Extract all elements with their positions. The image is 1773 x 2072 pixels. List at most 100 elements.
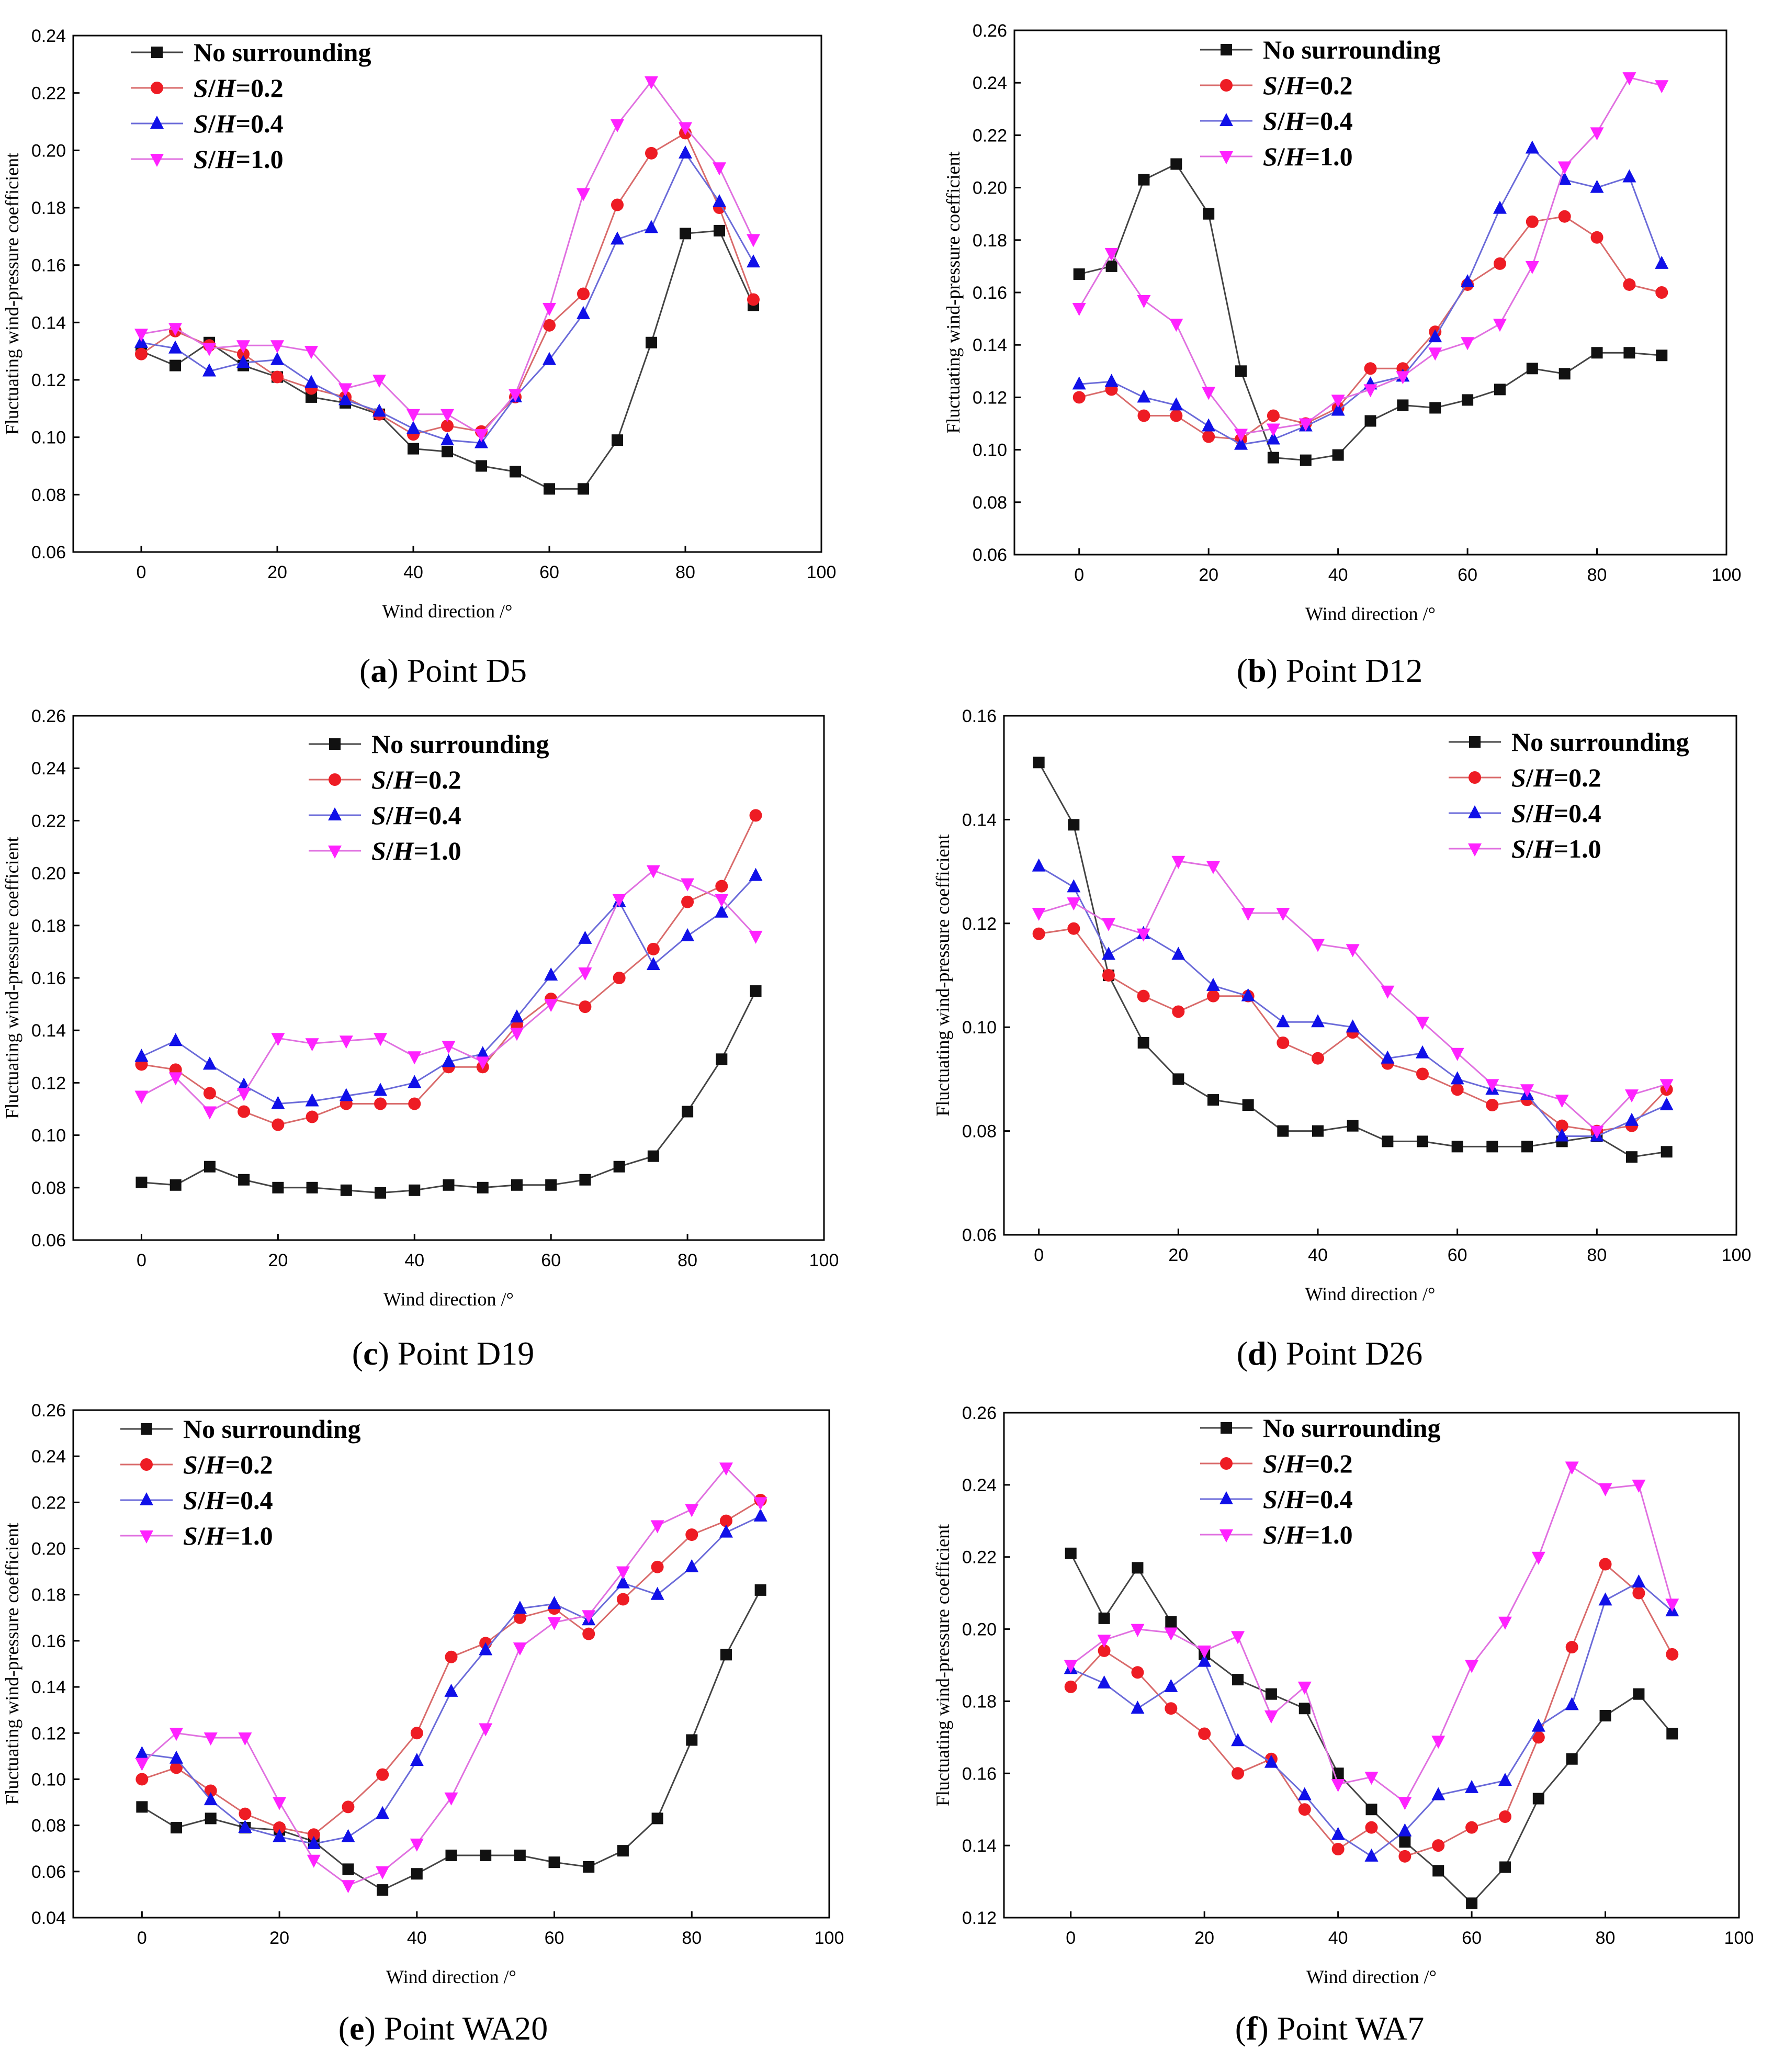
legend-marker <box>329 773 341 786</box>
data-point <box>1565 1641 1578 1654</box>
y-tick-label: 0.10 <box>31 428 66 448</box>
data-point <box>1555 1119 1568 1132</box>
data-point <box>1498 1810 1511 1823</box>
data-point <box>1493 319 1507 332</box>
legend-item-s-h-0-2: S/H=0.2 <box>1200 1449 1353 1478</box>
data-point <box>1555 1095 1569 1108</box>
data-point <box>168 1033 183 1046</box>
data-point <box>237 347 250 361</box>
legend-marker <box>150 154 164 167</box>
data-point <box>1625 1112 1639 1126</box>
data-point <box>547 1617 561 1630</box>
data-point <box>341 1880 355 1894</box>
y-tick-label: 0.10 <box>962 1018 997 1038</box>
series-s-h-0-2 <box>135 127 760 441</box>
data-point <box>645 147 658 160</box>
data-point <box>1397 399 1409 411</box>
data-point <box>747 293 760 306</box>
x-tick-label: 100 <box>1722 1245 1752 1265</box>
data-point <box>509 389 522 402</box>
data-point <box>409 1184 421 1196</box>
data-point <box>513 1642 527 1656</box>
series-s-h-0-2 <box>1064 1558 1679 1863</box>
data-point <box>202 363 216 377</box>
legend-label: S/H=0.2 <box>371 765 461 794</box>
data-point <box>1169 397 1183 411</box>
y-tick-label: 0.06 <box>962 1225 997 1245</box>
x-tick-label: 40 <box>1328 1928 1348 1948</box>
legend-marker <box>1221 44 1232 55</box>
legend-label: No surrounding <box>371 729 549 759</box>
data-point <box>1232 1674 1244 1686</box>
y-tick-label: 0.08 <box>973 493 1007 513</box>
data-point <box>1105 260 1117 272</box>
data-point <box>1264 1710 1278 1724</box>
x-axis-label: Wind direction /° <box>386 1966 516 1987</box>
data-point <box>372 375 386 388</box>
data-point <box>1241 907 1255 921</box>
data-point <box>1661 1146 1673 1158</box>
data-point <box>647 1150 659 1162</box>
x-tick-label: 40 <box>404 1251 424 1270</box>
data-point <box>305 1093 319 1107</box>
x-tick-label: 100 <box>1712 565 1742 585</box>
data-point <box>611 231 624 245</box>
data-point <box>1532 1793 1544 1805</box>
y-tick-label: 0.16 <box>31 256 66 276</box>
y-tick-label: 0.06 <box>31 543 66 562</box>
data-point <box>1137 295 1151 309</box>
y-tick-label: 0.10 <box>31 1770 66 1789</box>
data-point <box>441 409 454 422</box>
y-tick-label: 0.12 <box>962 914 997 934</box>
y-tick-label: 0.18 <box>31 198 66 218</box>
data-point <box>1622 169 1636 183</box>
legend-item-s-h-0-2: S/H=0.2 <box>120 1450 273 1479</box>
y-tick-label: 0.10 <box>31 1126 66 1146</box>
data-point <box>1531 1551 1545 1565</box>
data-point <box>170 1761 183 1774</box>
x-tick-label: 40 <box>407 1928 427 1948</box>
legend-label: S/H=1.0 <box>1263 1520 1353 1549</box>
data-point <box>307 1835 321 1849</box>
data-point <box>715 904 729 918</box>
x-axis-label: Wind direction /° <box>1305 603 1436 624</box>
data-point <box>1499 1861 1511 1873</box>
data-point <box>719 1462 733 1476</box>
legend-marker <box>1220 1457 1233 1470</box>
data-point <box>170 1750 184 1764</box>
data-point <box>1033 757 1045 769</box>
data-point <box>342 1800 355 1814</box>
data-point <box>339 1035 353 1049</box>
data-point <box>1198 1727 1211 1740</box>
legend-marker <box>150 116 164 129</box>
y-tick-label: 0.22 <box>962 1548 997 1568</box>
legend-item-s-h-0-2: S/H=0.2 <box>131 73 284 103</box>
data-point <box>444 1792 458 1806</box>
series-no-surrounding <box>135 224 759 495</box>
series-line-no-surrounding <box>141 1590 761 1891</box>
data-point <box>1364 415 1376 427</box>
data-point <box>1231 1631 1245 1645</box>
data-point <box>616 1566 630 1580</box>
data-point <box>168 1072 183 1086</box>
data-point <box>1198 1653 1212 1667</box>
series-line-s-h-0-2 <box>141 132 754 435</box>
data-point <box>374 1033 388 1046</box>
data-point <box>1626 1151 1638 1163</box>
legend-item-s-h-0-4: S/H=0.4 <box>120 1485 273 1515</box>
data-point <box>479 1723 493 1737</box>
data-point <box>616 1575 630 1589</box>
data-point <box>1131 1701 1145 1714</box>
legend: No surrounding S/H=0.2 S/H=0.4 S/H=1.0 <box>131 38 371 174</box>
data-point <box>479 1642 493 1656</box>
x-tick-label: 60 <box>541 1251 561 1270</box>
data-point <box>1559 368 1571 380</box>
data-point <box>1365 1821 1378 1834</box>
series-s-h-0-4 <box>1064 1574 1679 1862</box>
legend-item-no-surrounding: No surrounding <box>1200 1413 1440 1443</box>
data-point <box>1396 371 1410 385</box>
data-point <box>685 1559 699 1572</box>
data-point <box>1498 1773 1512 1786</box>
data-point <box>406 421 420 434</box>
data-point <box>1242 1099 1254 1111</box>
